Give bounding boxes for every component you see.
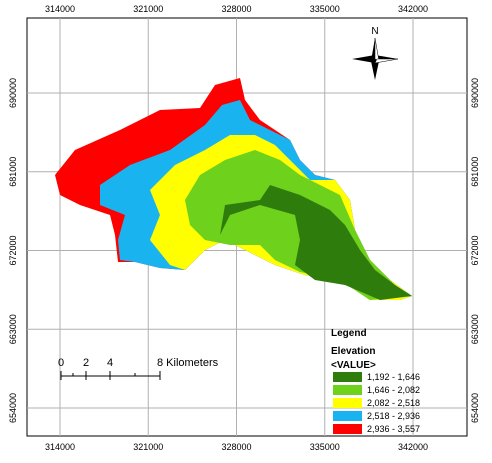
y-coordinate-label: 654000 (8, 393, 18, 423)
legend-label: 1,646 - 2,082 (367, 385, 420, 395)
x-coordinate-label: 314000 (45, 4, 75, 14)
x-coordinate-label: 321000 (133, 4, 163, 14)
legend-swatch (333, 424, 362, 434)
y-coordinate-label: 690000 (8, 78, 18, 108)
elevation-map (55, 78, 412, 300)
y-coordinate-label: 663000 (8, 314, 18, 344)
scale-label: 8 Kilometers (157, 357, 219, 369)
y-coordinate-label: 663000 (470, 314, 480, 344)
legend-swatch (333, 385, 362, 395)
x-coordinate-label: 342000 (398, 442, 428, 452)
legend-title: Legend (331, 328, 367, 339)
y-coordinate-label: 654000 (470, 393, 480, 423)
x-coordinate-label: 321000 (133, 442, 163, 452)
legend-subtitle: Elevation (331, 346, 375, 357)
y-coordinate-label: 681000 (470, 157, 480, 187)
x-coordinate-label: 314000 (45, 442, 75, 452)
legend-swatch (333, 372, 362, 382)
north-label: N (371, 26, 378, 37)
scale-label: 2 (83, 357, 89, 369)
legend: Legend Elevation <VALUE> 1,192 - 1,646 1,… (331, 328, 420, 434)
x-coordinate-label: 342000 (398, 4, 428, 14)
x-coordinate-label: 328000 (221, 4, 251, 14)
scale-label: 0 (58, 357, 64, 369)
legend-label: 1,192 - 1,646 (367, 372, 420, 382)
legend-label: 2,082 - 2,518 (367, 398, 420, 408)
x-coordinate-label: 335000 (310, 442, 340, 452)
y-coordinate-label: 681000 (8, 157, 18, 187)
legend-swatch (333, 411, 362, 421)
legend-swatch (333, 398, 362, 408)
y-coordinate-label: 672000 (470, 235, 480, 265)
legend-label: 2,518 - 2,936 (367, 411, 420, 421)
zone-dark-green (220, 185, 412, 300)
x-coordinate-label: 328000 (221, 442, 251, 452)
scale-label: 4 (107, 357, 113, 369)
legend-label: 2,936 - 3,557 (367, 424, 420, 434)
x-coordinate-label: 335000 (310, 4, 340, 14)
y-coordinate-label: 690000 (470, 78, 480, 108)
north-arrow: N (352, 26, 399, 80)
legend-field: <VALUE> (331, 360, 376, 371)
y-coordinate-label: 672000 (8, 235, 18, 265)
scale-bar: 0 2 4 8 Kilometers (58, 357, 219, 380)
